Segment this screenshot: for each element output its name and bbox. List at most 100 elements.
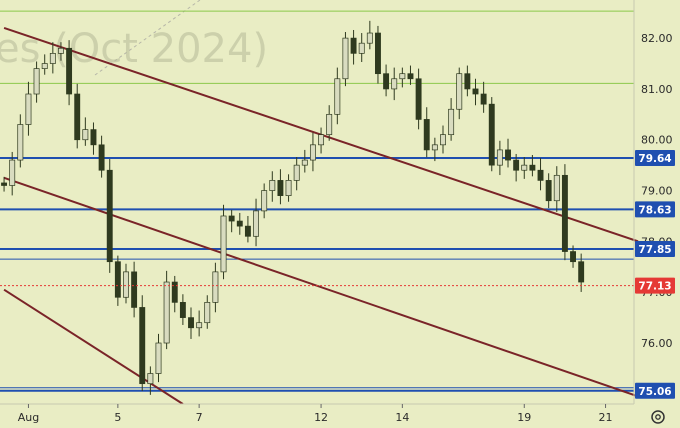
candle-body <box>513 159 520 171</box>
candle-body <box>358 42 365 54</box>
candle <box>358 33 365 62</box>
candle-body <box>114 261 121 298</box>
candle-body <box>98 144 105 171</box>
candle-body <box>123 271 129 298</box>
candle-body <box>334 78 341 115</box>
candle <box>66 40 73 106</box>
candle <box>318 127 325 154</box>
candle <box>228 209 235 233</box>
x-tick-label: Aug <box>18 411 39 424</box>
candle <box>375 25 381 84</box>
candle <box>155 333 162 383</box>
candle-body <box>578 261 585 283</box>
candle-body <box>448 108 455 136</box>
candle-body <box>521 164 528 171</box>
y-tick-label: 81.00 <box>641 83 673 96</box>
candle-body <box>253 210 259 237</box>
candle-body <box>66 47 73 95</box>
candle-body <box>139 307 146 385</box>
x-tick-label: 12 <box>314 411 328 424</box>
trendline <box>3 288 184 405</box>
candle <box>25 81 32 136</box>
candle <box>131 261 138 318</box>
candle-body <box>553 174 560 202</box>
candle-body <box>293 164 300 181</box>
candle-body <box>155 342 162 374</box>
candle-body <box>391 78 398 90</box>
candle <box>49 42 56 74</box>
candle-body <box>82 129 89 141</box>
x-tick-label: 7 <box>196 411 203 424</box>
candle-body <box>212 271 219 303</box>
candle <box>334 67 341 125</box>
candle <box>423 107 430 158</box>
candle <box>472 78 479 106</box>
candle-body <box>440 134 446 146</box>
candle-body <box>220 215 227 273</box>
candle-body <box>318 134 325 146</box>
candle <box>480 81 487 113</box>
candle-body <box>350 37 357 54</box>
candle <box>537 158 544 191</box>
x-tick-label: 19 <box>517 411 531 424</box>
candle-body <box>147 373 154 385</box>
x-axis: Aug 5 7 12 14 19 21 <box>18 404 613 424</box>
candle <box>407 65 414 85</box>
candle-body <box>383 73 390 90</box>
gear-icon[interactable] <box>651 410 665 424</box>
price-badge-label: 77.85 <box>638 244 671 256</box>
candle-body <box>488 103 495 166</box>
candle <box>188 307 194 339</box>
candle <box>553 166 560 212</box>
y-tick-label: 79.00 <box>641 185 673 198</box>
candle <box>9 151 16 196</box>
watermark: es (Oct 2024) <box>0 26 268 72</box>
price-badge: 77.13 <box>635 277 675 294</box>
price-badge: 79.64 <box>635 150 675 167</box>
y-tick-label: 76.00 <box>641 337 673 350</box>
candle <box>448 98 455 141</box>
extra-lines <box>0 258 634 389</box>
price-badges: 79.64 78.63 77.85 75.06 77.13 <box>635 150 675 399</box>
candle-body <box>505 149 511 161</box>
candle <box>269 171 276 202</box>
x-tick-label: 5 <box>114 411 121 424</box>
candle <box>212 262 219 313</box>
candle-body <box>188 317 194 329</box>
candle <box>285 174 292 202</box>
candle-body <box>1 182 8 186</box>
candle <box>74 83 81 149</box>
candle-body <box>375 32 381 75</box>
candle <box>456 67 463 120</box>
price-badge-box <box>635 201 675 218</box>
candle-body <box>537 169 544 181</box>
candle <box>513 153 520 182</box>
candle-body <box>309 144 316 161</box>
candle-body <box>496 149 503 166</box>
candle <box>293 157 300 191</box>
green-levels <box>0 10 634 84</box>
candle <box>350 29 357 65</box>
candle <box>521 157 528 179</box>
candle <box>399 67 406 88</box>
candle-body <box>244 225 251 237</box>
candle <box>58 42 64 61</box>
candle <box>1 176 8 192</box>
x-tick-label: 21 <box>599 411 613 424</box>
candle <box>431 137 438 162</box>
candle <box>253 198 259 247</box>
candle-body <box>171 281 178 303</box>
candle-body <box>236 220 243 227</box>
candle <box>106 159 113 273</box>
candle <box>440 125 446 154</box>
price-badge-box <box>635 277 675 294</box>
candle-body <box>326 113 333 136</box>
candle-body <box>261 190 268 212</box>
price-badge-label: 75.06 <box>638 386 671 398</box>
candle-body <box>25 93 32 125</box>
candle <box>179 294 186 325</box>
candle-body <box>285 180 292 196</box>
candle <box>17 114 24 168</box>
candle-body <box>163 281 170 344</box>
